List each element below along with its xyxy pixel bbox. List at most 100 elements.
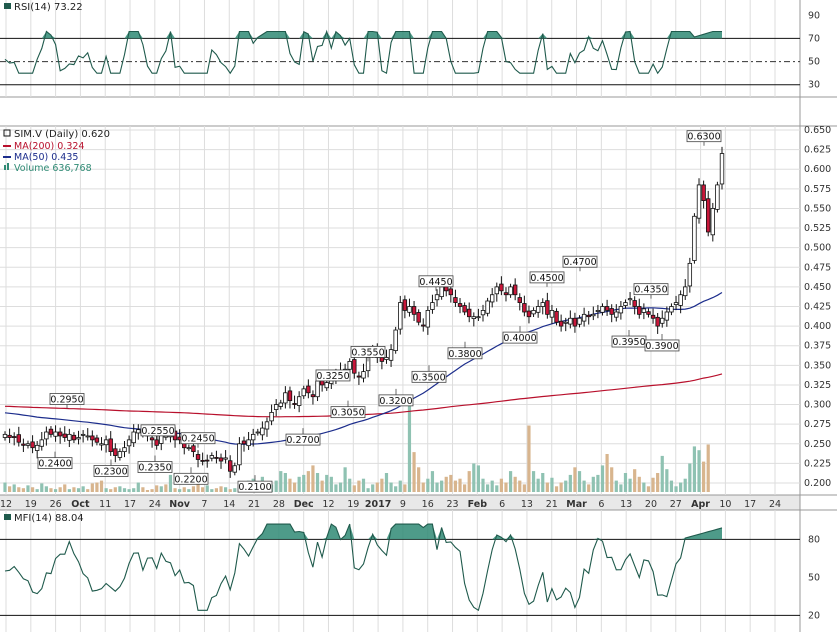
candle-body [218, 457, 224, 462]
candle-body [650, 314, 656, 319]
candle-body [232, 465, 238, 473]
candle-body [623, 302, 628, 306]
rsi-tick-label: 90 [808, 10, 820, 21]
x-tick-label: 14 [223, 499, 235, 510]
volume-bar [325, 474, 329, 492]
candle-body [480, 310, 486, 316]
volume-bar [210, 489, 214, 492]
x-tick-label: 7 [201, 499, 207, 510]
candle-body [535, 306, 541, 313]
volume-bar [426, 478, 430, 492]
volume-bar [541, 473, 545, 492]
axis-labels: 0.650 0.625 0.600 0.575 0.550 0.525 0.500 0.475… [0, 10, 831, 621]
callout-box [418, 275, 454, 288]
price-tick-label: 0.600 [804, 164, 831, 175]
candle-body [453, 297, 458, 303]
volume-bar [297, 476, 301, 492]
x-tick-label: 17 [744, 499, 756, 510]
callout-box [173, 472, 209, 485]
candle-body [126, 439, 132, 447]
candle-body [352, 359, 357, 374]
volume-bar [320, 480, 324, 492]
x-tick-label: 6 [499, 499, 505, 510]
callout-box [562, 255, 598, 268]
price-tick-label: 0.475 [804, 262, 831, 273]
volume-bar [573, 467, 577, 492]
candle-body [11, 436, 17, 438]
volume-bar [568, 474, 572, 492]
volume-bar [481, 478, 485, 492]
volume-bar [76, 488, 81, 492]
candle-body [388, 349, 394, 361]
volume-bar [490, 480, 494, 492]
volume-bar [614, 480, 618, 492]
candle-body [393, 329, 398, 351]
candle-body [462, 305, 467, 313]
candle-body [421, 324, 426, 327]
volume-bar [384, 473, 389, 492]
volume-bar [109, 489, 113, 492]
volume-bar [522, 484, 526, 492]
candle-body [678, 294, 683, 306]
volume-bar [72, 487, 76, 492]
callout-label: 0.2200 [174, 474, 207, 485]
price-tick-label: 0.525 [804, 223, 831, 234]
callout-label: 0.2400 [38, 459, 71, 470]
volume-bar [53, 489, 58, 492]
candle-body [660, 317, 665, 324]
price-tick-label: 0.575 [804, 184, 831, 195]
candle-body [67, 433, 72, 441]
x-tick-label: 26 [50, 499, 62, 510]
candle-body [549, 310, 555, 318]
candle-body [246, 439, 251, 447]
candle-body [595, 310, 601, 312]
x-tick-label: 23 [446, 499, 458, 510]
volume-bar [371, 484, 375, 492]
volume-bar [141, 487, 145, 492]
x-tick-label: 24 [149, 499, 161, 510]
candle-body [21, 443, 26, 446]
price-tick-label: 0.425 [804, 302, 831, 313]
volume-bar [150, 489, 154, 492]
candle-body [540, 302, 545, 307]
callout-label: 0.3550 [351, 347, 384, 358]
candle-body [2, 433, 8, 438]
candle-body [655, 316, 660, 327]
volume-bar [495, 485, 499, 492]
candle-body [467, 308, 472, 318]
x-tick-label: 6 [598, 499, 604, 510]
candle-body [581, 313, 587, 322]
callout-label: 0.2950 [50, 394, 83, 405]
rsi-legend-icon [4, 3, 11, 9]
candle-body [384, 357, 389, 360]
volume-bar [40, 483, 44, 492]
x-tick-label: Oct [71, 499, 90, 510]
x-tick-label: 16 [422, 499, 434, 510]
volume-bar [440, 480, 444, 492]
volume-bar [182, 487, 186, 492]
volume-bar [279, 471, 283, 492]
candle-body [715, 184, 720, 210]
volume-bar [145, 490, 150, 492]
candle-body [402, 299, 408, 311]
candle-body [398, 302, 403, 330]
price-tick-label: 0.650 [804, 125, 831, 136]
mfi-tick-label: 80 [808, 534, 820, 545]
mfi-line [4, 523, 723, 612]
candle-body [517, 297, 522, 303]
price-legend-title: SIM.V (Daily) 0.620 [14, 129, 110, 140]
candle-body [90, 435, 95, 441]
candle-body [250, 433, 256, 441]
candle-body [673, 302, 679, 306]
candle-legend-icon [3, 129, 11, 137]
volume-bar [472, 463, 476, 492]
candle-body [260, 427, 265, 436]
x-axis-strip [0, 495, 800, 510]
candle-body [430, 302, 435, 310]
candle-body [494, 286, 499, 295]
callout-label: 0.3950 [612, 337, 645, 348]
candle-body [287, 390, 293, 402]
volume-bar [550, 477, 554, 492]
volume-bar [508, 471, 513, 492]
